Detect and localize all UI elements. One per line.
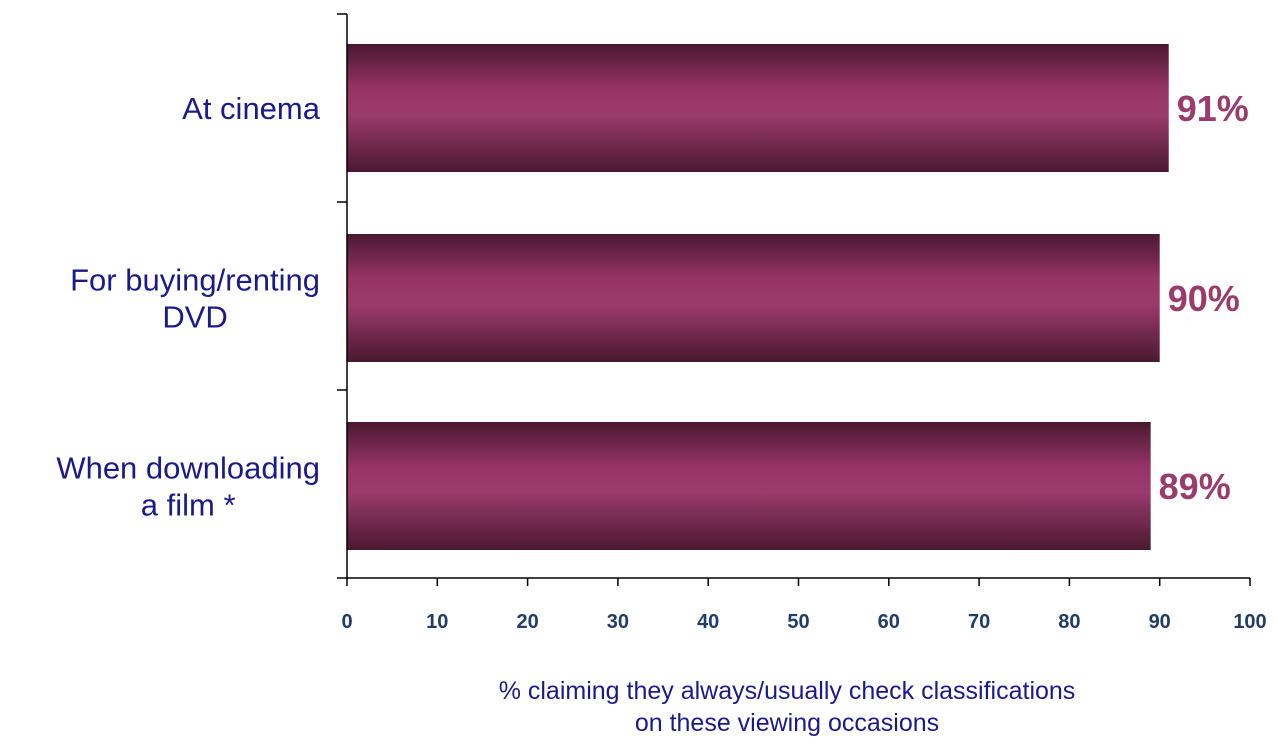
x-tick-label: 10 [426, 611, 448, 633]
x-tick-label: 0 [341, 611, 352, 633]
x-tick-label: 20 [516, 611, 538, 633]
x-tick-label: 80 [1058, 611, 1080, 633]
x-tick-label: 40 [697, 611, 719, 633]
data-label: 89% [1159, 466, 1231, 507]
category-label-line: DVD [162, 300, 227, 335]
category-label: When downloading a film * [56, 451, 320, 523]
x-tick-label: 30 [607, 611, 629, 633]
category-label-line: For buying/renting [70, 263, 320, 298]
x-tick-label: 50 [787, 611, 809, 633]
x-axis-title-line: % claiming they always/usually check cla… [499, 677, 1076, 705]
category-label: For buying/renting DVD [70, 263, 320, 335]
category-label-line: a film * [141, 488, 236, 523]
data-label: 90% [1168, 278, 1240, 319]
category-label-line: When downloading [56, 451, 320, 486]
bar [347, 234, 1160, 362]
data-label: 91% [1177, 88, 1249, 129]
x-tick-label: 70 [968, 611, 990, 633]
category-label-line: At cinema [182, 91, 321, 126]
bar [347, 44, 1169, 172]
x-tick-label: 90 [1149, 611, 1171, 633]
x-tick-label: 100 [1233, 611, 1266, 633]
x-axis-title-line: on these viewing occasions [635, 709, 939, 737]
category-label: At cinema [182, 91, 321, 126]
bar [347, 422, 1151, 550]
axes-group [337, 13, 1251, 586]
x-tick-label: 60 [878, 611, 900, 633]
x-axis-title: % claiming they always/usually check cla… [499, 677, 1076, 737]
bars-group [347, 44, 1169, 550]
labels-group: 0 10 20 30 40 50 60 70 80 90 100 91% At cinema 90% For… [56, 88, 1266, 737]
